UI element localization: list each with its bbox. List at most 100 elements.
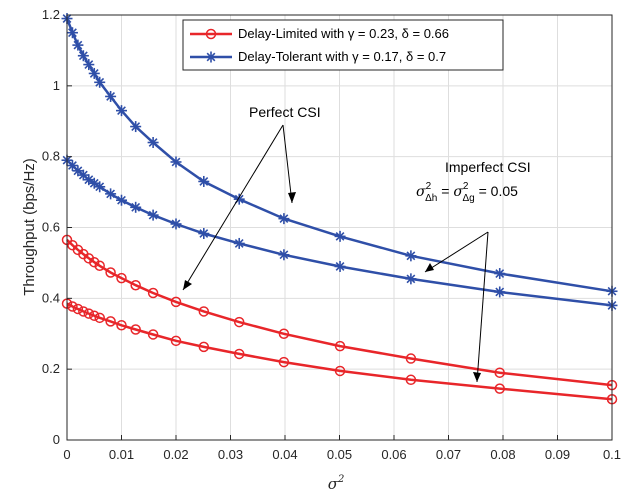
asterisk-stroke — [89, 69, 99, 78]
data-point-asterisk — [116, 105, 127, 117]
data-point-asterisk — [94, 76, 106, 88]
data-point-asterisk — [494, 268, 506, 280]
data-point-circle — [105, 316, 116, 327]
annotation-arrows — [182, 124, 489, 383]
legend: Delay-Limited with γ = 0.23, δ = 0.66 De… — [182, 19, 504, 71]
data-point-circle — [147, 287, 159, 299]
asterisk-stroke — [84, 60, 94, 69]
asterisk-stroke — [131, 202, 141, 212]
x-tick-label: 0.06 — [381, 447, 406, 462]
x-axis-label: σ2 — [328, 474, 345, 493]
legend-box — [182, 19, 504, 71]
arrow-imperfect-csi-1 — [424, 231, 489, 273]
y-tick-label: 1 — [53, 78, 60, 93]
arrow-head — [183, 280, 192, 290]
data-point-asterisk — [88, 177, 100, 189]
data-point-asterisk — [198, 175, 210, 187]
data-point-asterisk — [130, 121, 142, 133]
data-point-circle — [89, 256, 100, 268]
data-point-asterisk — [170, 218, 182, 230]
y-axis-label: Throughput (bps/Hz) — [21, 158, 38, 296]
data-point-asterisk — [334, 230, 346, 242]
x-tick-label: 0.1 — [603, 447, 621, 462]
asterisk-stroke — [171, 157, 181, 167]
data-point-asterisk — [72, 39, 84, 51]
arrow-head — [473, 372, 481, 382]
annotation-variance: σ2 Δh = σ2 Δg = 0.05 — [416, 181, 518, 204]
data-point-circle — [405, 374, 417, 386]
asterisk-stroke — [406, 274, 416, 284]
x-tick-label: 0.05 — [327, 447, 352, 462]
x-tick-label: 0 — [63, 447, 70, 462]
asterisk-stroke — [78, 170, 88, 180]
data-point-circle — [405, 353, 417, 364]
data-point-asterisk — [105, 188, 117, 200]
x-tick-label: 0.09 — [545, 447, 570, 462]
asterisk-stroke — [279, 214, 289, 224]
data-point-circle — [105, 267, 116, 278]
legend-asterisk-glyph — [205, 51, 217, 63]
asterisk-stroke — [78, 51, 88, 61]
data-point-circle — [278, 356, 290, 368]
data-point-circle — [170, 296, 182, 308]
data-point-circle — [198, 341, 210, 353]
data-point-circle — [130, 324, 141, 335]
x-tick-label: 0.02 — [163, 447, 188, 462]
asterisk-stroke — [234, 239, 244, 248]
data-point-asterisk — [405, 250, 417, 262]
data-point-asterisk — [66, 27, 78, 39]
asterisk-stroke — [279, 250, 289, 260]
asterisk-stroke — [89, 178, 99, 188]
series-layer — [61, 13, 618, 405]
y-tick-label: 0.2 — [42, 361, 60, 376]
data-point-circle — [94, 260, 105, 271]
asterisk-stroke — [199, 229, 209, 238]
legend-marker-circle — [205, 28, 217, 40]
y-tick-label: 0.4 — [42, 290, 60, 305]
arrow-head — [425, 263, 434, 272]
data-point-asterisk — [405, 273, 417, 285]
data-point-circle — [83, 308, 95, 319]
data-point-asterisk — [147, 137, 159, 148]
asterisk-stroke — [199, 177, 209, 186]
x-tick-label: 0.08 — [490, 447, 515, 462]
data-point-circle — [89, 310, 100, 321]
asterisk-stroke — [95, 77, 105, 87]
series-line-2 — [66, 238, 613, 387]
legend-marker-asterisk — [205, 51, 217, 63]
asterisk-stroke — [171, 219, 181, 229]
y-tick-label: 1.2 — [42, 7, 60, 22]
arrow-imperfect-csi-2 — [476, 231, 489, 383]
data-point-circle — [67, 301, 78, 312]
data-point-asterisk — [116, 194, 127, 206]
x-tick-label: 0.03 — [218, 447, 243, 462]
data-point-circle — [116, 272, 127, 284]
asterisk-stroke — [106, 189, 116, 199]
data-point-circle — [233, 316, 245, 328]
arrow-heads — [183, 192, 481, 382]
x-tick-label: 0.04 — [272, 447, 297, 462]
asterisk-stroke — [117, 195, 126, 205]
asterisk-stroke — [68, 28, 77, 38]
data-point-asterisk — [170, 156, 182, 168]
data-point-asterisk — [130, 201, 142, 213]
data-point-asterisk — [147, 209, 159, 221]
data-point-asterisk — [233, 237, 245, 249]
data-point-asterisk — [233, 193, 245, 205]
asterisk-stroke — [148, 138, 158, 147]
data-point-asterisk — [278, 249, 290, 261]
data-point-circle — [78, 306, 89, 317]
data-point-circle — [198, 306, 210, 317]
data-point-asterisk — [334, 260, 346, 272]
data-point-asterisk — [94, 181, 106, 193]
asterisk-stroke — [335, 231, 345, 241]
data-point-circle — [278, 328, 290, 339]
arrow-perfect-csi-2 — [282, 124, 293, 204]
asterisk-stroke — [335, 262, 345, 271]
data-point-circle — [494, 367, 505, 378]
legend-label-delay-limited: Delay-Limited with γ = 0.23, δ = 0.66 — [238, 26, 449, 41]
data-point-circle — [147, 329, 159, 340]
arrow-head — [288, 192, 296, 203]
data-point-circle — [116, 320, 127, 331]
